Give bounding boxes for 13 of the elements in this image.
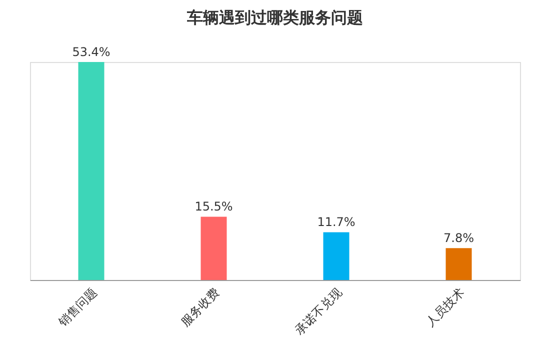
x-tick-label: 人员技术 [423,285,468,329]
bar [323,232,350,280]
data-label: 11.7% [317,215,356,230]
chart-title: 车辆遇到过哪类服务问题 [186,8,363,27]
bar [78,62,104,280]
data-label: 15.5% [194,200,233,214]
bar [446,248,472,280]
x-tick-label: 服务收费 [178,285,222,329]
bar [200,216,227,280]
x-tick-label: 承诺不兑现 [292,285,345,338]
x-tick-label: 销售问题 [55,285,100,330]
data-label: 53.4% [72,45,110,59]
data-label: 7.8% [444,231,474,246]
